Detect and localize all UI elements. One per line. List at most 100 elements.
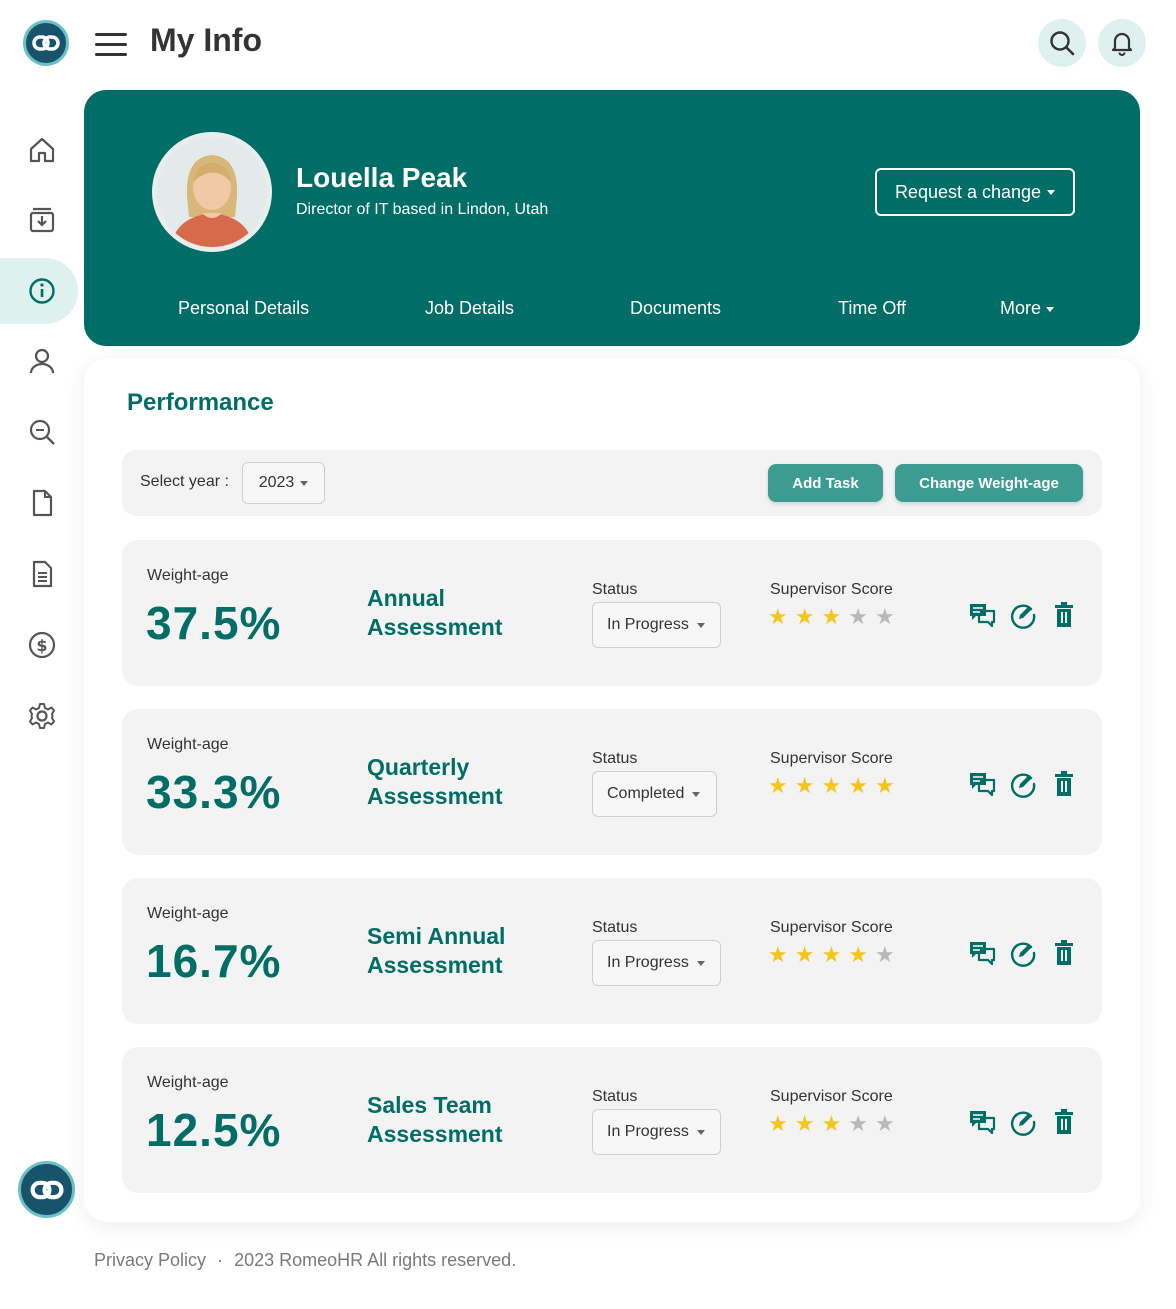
menu-icon[interactable]	[95, 33, 127, 57]
assessment-card: Weight-age 16.7% Semi Annual Assessment …	[122, 878, 1102, 1024]
sidebar-item-inbox[interactable]	[22, 200, 62, 240]
delete-button[interactable]	[1049, 600, 1079, 630]
weightage-label: Weight-age	[147, 905, 229, 922]
status-value: Completed	[607, 785, 685, 802]
star-icon: ★	[848, 773, 868, 798]
supervisor-score-label: Supervisor Score	[770, 750, 893, 767]
info-icon	[29, 278, 55, 304]
trash-icon	[1055, 940, 1073, 965]
chevron-down-icon	[696, 1129, 705, 1135]
sidebar-item-info[interactable]	[22, 271, 62, 311]
chevron-down-icon	[692, 791, 701, 797]
weightage-value: 16.7%	[146, 935, 282, 987]
edit-icon	[1010, 942, 1036, 967]
assessment-name-line: Assessment	[367, 783, 503, 809]
status-label: Status	[592, 919, 638, 936]
section-title: Performance	[127, 389, 274, 416]
star-icon: ★	[848, 942, 868, 967]
dollar-icon: $	[28, 631, 56, 659]
assessment-name[interactable]: Semi Annual Assessment	[367, 922, 505, 980]
supervisor-score-label: Supervisor Score	[770, 919, 893, 936]
chevron-down-icon	[300, 480, 309, 486]
delete-button[interactable]	[1049, 769, 1079, 799]
supervisor-score-stars: ★ ★ ★ ★ ★	[768, 606, 895, 628]
sidebar-item-home[interactable]	[22, 130, 62, 170]
tab-personal-details[interactable]: Personal Details	[178, 298, 310, 318]
sidebar-item-documents[interactable]	[22, 554, 62, 594]
star-icon: ★	[874, 1111, 895, 1136]
assessment-name[interactable]: Quarterly Assessment	[367, 753, 503, 811]
trash-icon	[1055, 771, 1073, 796]
change-weightage-button[interactable]: Change Weight-age	[895, 464, 1083, 502]
assessment-name[interactable]: Sales Team Assessment	[367, 1091, 503, 1149]
sidebar-item-files[interactable]	[22, 483, 62, 523]
app-logo[interactable]	[23, 20, 69, 66]
star-icon: ★	[821, 604, 842, 629]
status-value: In Progress	[607, 616, 689, 633]
year-select[interactable]: 2023	[242, 462, 325, 504]
star-icon: ★	[794, 604, 815, 629]
tab-more[interactable]: More	[1000, 298, 1055, 319]
supervisor-score-label: Supervisor Score	[770, 581, 893, 598]
star-icon: ★	[794, 942, 815, 967]
trash-icon	[1055, 602, 1073, 627]
status-select[interactable]: In Progress	[592, 940, 721, 986]
star-icon: ★	[768, 942, 788, 967]
copyright-text: 2023 RomeoHR All rights reserved.	[234, 1250, 517, 1270]
comments-button[interactable]	[967, 600, 997, 630]
help-logo-button[interactable]	[18, 1161, 75, 1218]
avatar	[152, 132, 272, 252]
edit-button[interactable]	[1008, 600, 1038, 630]
status-select[interactable]: In Progress	[592, 602, 721, 648]
tab-documents[interactable]: Documents	[630, 298, 722, 318]
status-value: In Progress	[607, 954, 689, 971]
sidebar-item-settings[interactable]	[22, 696, 62, 736]
sidebar-active-highlight	[0, 258, 78, 324]
search-button[interactable]	[1038, 19, 1086, 67]
delete-button[interactable]	[1049, 938, 1079, 968]
sidebar-item-search[interactable]	[22, 412, 62, 452]
privacy-policy-link[interactable]: Privacy Policy	[94, 1250, 207, 1270]
link-logo-icon	[30, 1180, 63, 1199]
status-select[interactable]: Completed	[592, 771, 717, 817]
page-title: My Info	[150, 22, 262, 58]
inbox-icon	[29, 207, 55, 233]
bell-icon	[1111, 32, 1133, 56]
filter-bar: Select year : 2023 Add Task Change Weigh…	[122, 450, 1102, 516]
comments-button[interactable]	[967, 1107, 997, 1137]
user-icon	[29, 348, 55, 374]
notifications-button[interactable]	[1098, 19, 1146, 67]
request-change-button[interactable]: Request a change	[875, 168, 1075, 216]
edit-button[interactable]	[1008, 938, 1038, 968]
year-label: Select year :	[140, 473, 229, 490]
star-icon: ★	[821, 773, 842, 798]
delete-button[interactable]	[1049, 1107, 1079, 1137]
weightage-value: 12.5%	[146, 1104, 282, 1156]
comments-icon	[970, 1111, 996, 1135]
tab-more-label: More	[1000, 298, 1042, 318]
comments-button[interactable]	[967, 769, 997, 799]
status-select[interactable]: In Progress	[592, 1109, 721, 1155]
assessment-name[interactable]: Annual Assessment	[367, 584, 503, 642]
assessment-card: Weight-age 12.5% Sales Team Assessment S…	[122, 1047, 1102, 1193]
edit-icon	[1010, 604, 1036, 629]
search-doc-icon	[29, 419, 55, 445]
star-icon: ★	[768, 1111, 788, 1136]
weightage-label: Weight-age	[147, 736, 229, 753]
supervisor-score-label: Supervisor Score	[770, 1088, 893, 1105]
comments-button[interactable]	[967, 938, 997, 968]
sidebar-item-payroll[interactable]: $	[22, 625, 62, 665]
tab-job-details[interactable]: Job Details	[425, 298, 515, 318]
add-task-button[interactable]: Add Task	[768, 464, 883, 502]
weightage-value: 33.3%	[146, 766, 282, 818]
chevron-down-icon	[696, 960, 705, 966]
employee-subtitle: Director of IT based in Lindon, Utah	[296, 201, 549, 218]
edit-button[interactable]	[1008, 1107, 1038, 1137]
gear-icon	[29, 703, 55, 729]
performance-panel: Performance Select year : 2023 Add Task …	[84, 358, 1140, 1222]
sidebar-item-people[interactable]	[22, 341, 62, 381]
chevron-down-icon	[696, 622, 705, 628]
edit-button[interactable]	[1008, 769, 1038, 799]
star-icon: ★	[794, 773, 815, 798]
tab-time-off[interactable]: Time Off	[838, 298, 907, 318]
